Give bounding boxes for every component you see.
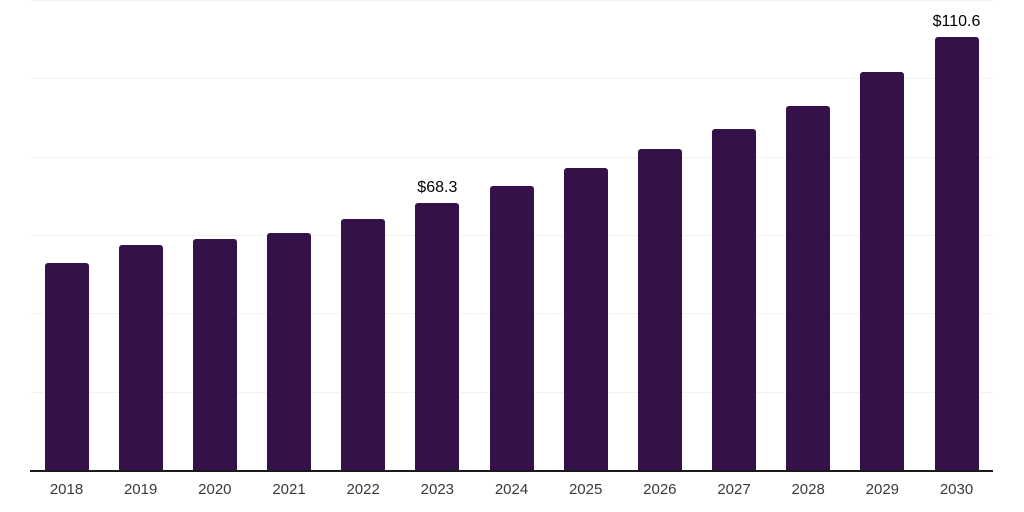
x-tick-label-2021: 2021 (272, 481, 306, 498)
x-tick-label-2020: 2020 (198, 481, 232, 498)
bar-2024 (489, 185, 534, 470)
x-tick-label-2024: 2024 (494, 481, 529, 498)
bar-2027 (712, 128, 756, 470)
x-tick-label-2023: 2023 (420, 481, 455, 498)
bar-value-label-2023: $68.3 (417, 178, 458, 196)
bar-2029 (860, 72, 905, 470)
bar-2020 (192, 238, 237, 470)
gridline-80 (30, 156, 993, 158)
plot-area: $68.3 $110.6 (30, 0, 993, 472)
bar-2028 (786, 105, 831, 470)
x-axis-tick-labels: 2018 2019 2020 2021 2022 2023 2024 2025 2026 2027… (30, 480, 993, 504)
bar-2019 (118, 245, 163, 470)
x-tick-label-2022: 2022 (346, 481, 380, 498)
x-axis-line (30, 470, 993, 472)
bar-2023 (415, 202, 460, 470)
x-tick-label-2030: 2030 (939, 481, 974, 498)
x-tick-label-2019: 2019 (123, 481, 158, 498)
x-tick-label-2029: 2029 (865, 481, 900, 498)
x-tick-label-2018: 2018 (49, 481, 84, 498)
bar-2018 (44, 262, 89, 470)
x-tick-label-2028: 2028 (791, 481, 825, 498)
gridline-100 (30, 78, 993, 80)
bar-2026 (637, 148, 682, 470)
bar-2030 (934, 36, 979, 470)
x-tick-label-2026: 2026 (643, 481, 677, 498)
bar-2021 (267, 232, 311, 470)
x-tick-label-2025: 2025 (568, 481, 603, 498)
gridline-120 (30, 0, 993, 1)
bar-2022 (341, 218, 386, 470)
x-tick-label-2027: 2027 (717, 481, 751, 498)
bar-2025 (563, 167, 608, 470)
bar-value-label-2030: $110.6 (932, 12, 981, 30)
